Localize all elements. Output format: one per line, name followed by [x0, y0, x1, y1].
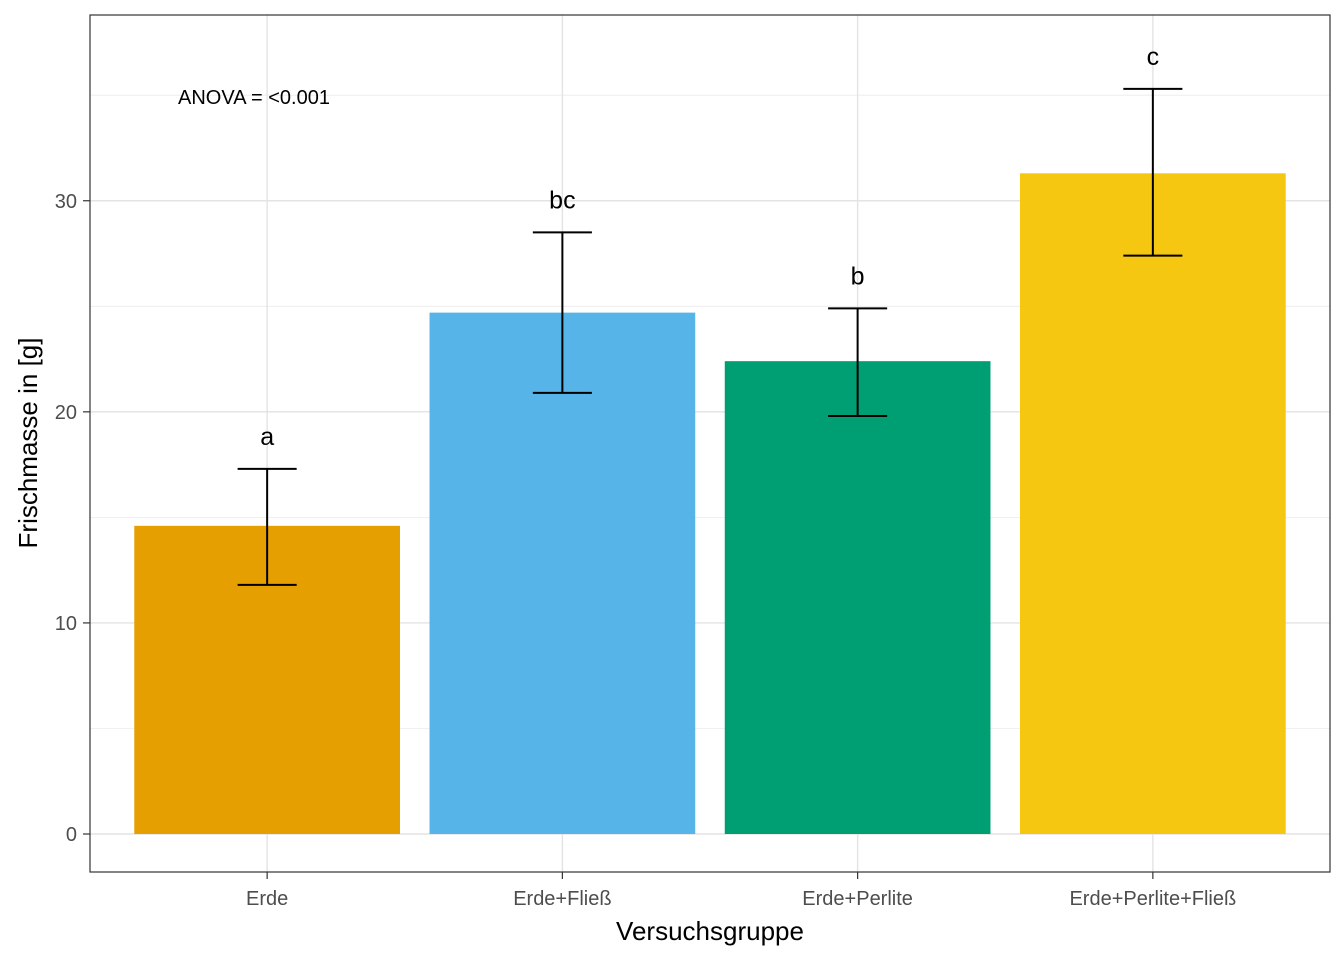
bar-1: [429, 312, 696, 835]
x-axis: Erde Erde+Fließ Erde+Perlite Erde+Perlite+F…: [246, 872, 1236, 910]
x-tick-label: Erde+Fließ: [513, 888, 611, 910]
y-tick-label: 30: [55, 191, 77, 213]
significance-letter: c: [1147, 43, 1160, 71]
y-axis: 0 10 20 30: [55, 191, 90, 846]
x-tick-label: Erde: [246, 888, 288, 910]
significance-letter: bc: [549, 186, 575, 214]
bar-3: [1020, 173, 1286, 835]
bar-2: [724, 361, 991, 835]
bars: [134, 173, 1286, 835]
significance-letter: a: [260, 423, 274, 451]
y-axis-title: Frischmasse in [g]: [13, 338, 43, 549]
x-axis-title: Versuchsgruppe: [616, 916, 804, 946]
plot-panel-border: [89, 14, 1331, 873]
x-tick-label: Erde+Perlite: [802, 888, 913, 910]
significance-letter: b: [851, 262, 865, 290]
x-tick-label: Erde+Perlite+Fließ: [1069, 888, 1236, 910]
anova-annotation: ANOVA = <0.001: [178, 87, 330, 109]
y-tick-label: 0: [66, 824, 77, 846]
error-bars: [237, 87, 1183, 586]
y-tick-label: 10: [55, 613, 77, 635]
y-tick-label: 20: [55, 402, 77, 424]
